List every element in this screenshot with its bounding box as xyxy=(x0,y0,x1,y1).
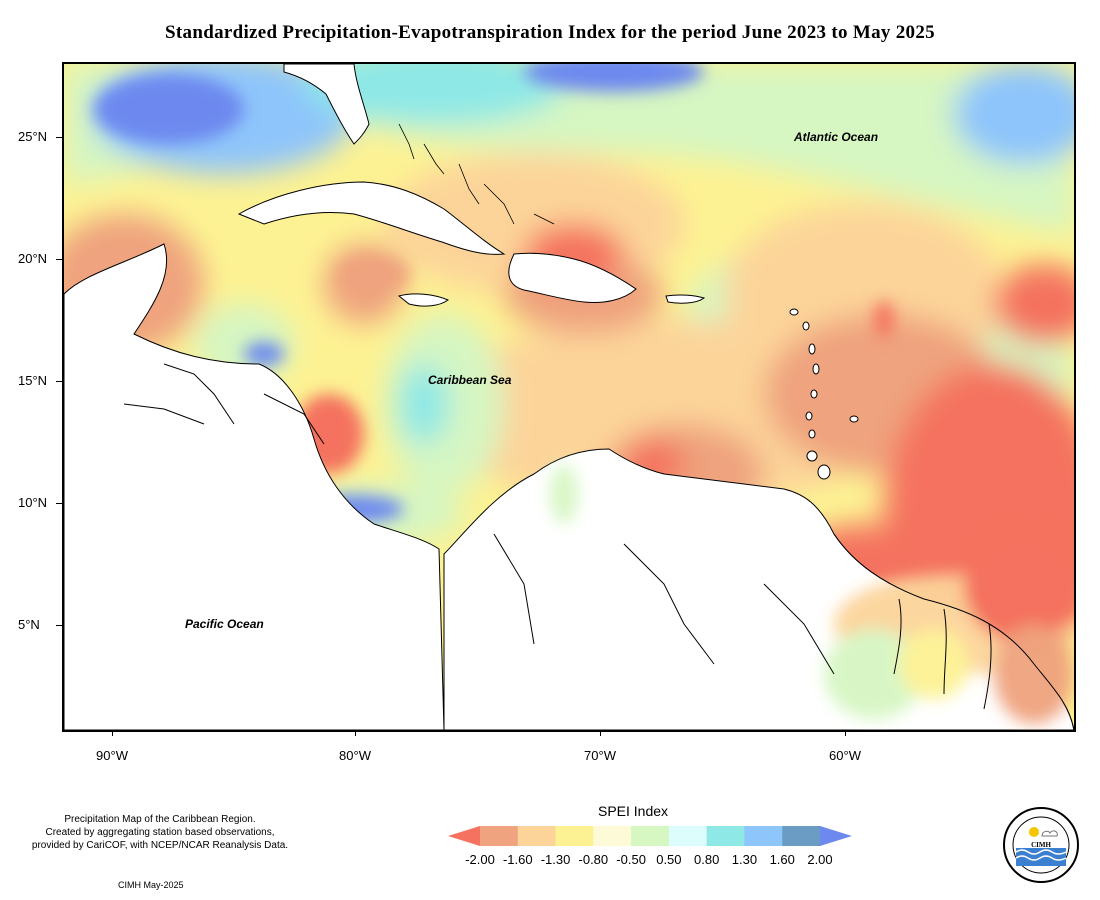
lat-tick xyxy=(56,381,62,382)
cloud-icon xyxy=(1041,830,1058,837)
lat-tick xyxy=(56,137,62,138)
credit-line: Created by aggregating station based obs… xyxy=(45,827,275,838)
lon-label-60: 60°W xyxy=(829,748,861,763)
bahamas xyxy=(398,123,555,225)
legend-swatch xyxy=(480,826,519,846)
legend-tick-label: -0.50 xyxy=(616,852,646,867)
central-america xyxy=(64,243,445,730)
legend-swatch xyxy=(517,826,557,846)
guiana-field xyxy=(550,464,1074,724)
puerto-rico xyxy=(665,294,706,304)
lon-tick xyxy=(112,730,113,736)
legend-tick-label: -2.00 xyxy=(465,852,495,867)
spei-map xyxy=(62,62,1076,732)
sun-icon xyxy=(1029,827,1039,837)
lon-tick xyxy=(600,730,601,736)
legend-swatch xyxy=(593,826,632,846)
legend-tick-label: 1.60 xyxy=(769,852,795,867)
pacific-ocean-label: Pacific Ocean xyxy=(185,617,264,631)
legend-swatch xyxy=(668,826,708,846)
florida xyxy=(283,64,370,145)
lesser-antilles xyxy=(789,308,859,480)
borders xyxy=(123,363,1074,730)
legend-colorbar-svg xyxy=(448,826,852,846)
lon-tick xyxy=(845,730,846,736)
legend-swatch xyxy=(744,826,783,846)
legend-swatch xyxy=(782,826,821,846)
lat-label-15: 15°N xyxy=(18,373,48,388)
legend-tick-label: 1.30 xyxy=(731,852,758,867)
legend-arrow-low xyxy=(448,826,480,846)
legend-tick-label: 2.00 xyxy=(807,852,833,867)
legend-tick-label: 0.50 xyxy=(656,852,682,867)
cimh-logo: CIMH xyxy=(1002,806,1080,884)
credit-line: provided by CariCOF, with NCEP/NCAR Rean… xyxy=(31,840,289,851)
logo-name: CIMH xyxy=(1031,841,1051,849)
legend-title: SPEI Index xyxy=(598,803,669,819)
legend-colorbar xyxy=(448,826,852,846)
lon-label-70: 70°W xyxy=(584,748,616,763)
credit-line: Precipitation Map of the Caribbean Regio… xyxy=(64,814,256,825)
map-title: Standardized Precipitation-Evapotranspir… xyxy=(165,22,935,43)
legend-arrow-high xyxy=(820,826,852,846)
caribbean-sea-label: Caribbean Sea xyxy=(428,373,512,387)
atlantic-ocean-label: Atlantic Ocean xyxy=(794,130,879,144)
lat-tick xyxy=(56,259,62,260)
legend-tick-label: -0.80 xyxy=(578,852,609,867)
cimh-logo-svg: CIMH xyxy=(1003,807,1079,883)
lat-label-10: 10°N xyxy=(18,495,48,510)
spei-map-svg xyxy=(64,64,1074,730)
lon-label-80: 80°W xyxy=(339,748,371,763)
legend-swatch xyxy=(631,826,670,846)
credit-date: CIMH May-2025 xyxy=(118,880,184,890)
lat-label-5: 5°N xyxy=(18,617,40,632)
legend-tick-label: -1.30 xyxy=(540,852,571,867)
legend-swatch xyxy=(706,826,745,846)
lat-tick xyxy=(56,503,62,504)
lon-tick xyxy=(355,730,356,736)
credit-text: Precipitation Map of the Caribbean Regio… xyxy=(10,813,310,852)
lat-label-20: 20°N xyxy=(18,251,48,266)
legend-swatch xyxy=(555,826,594,846)
jamaica xyxy=(397,293,449,307)
legend-tick-label: 0.80 xyxy=(694,852,720,867)
legend-tick-label: -1.60 xyxy=(502,852,533,867)
lat-label-25: 25°N xyxy=(18,129,48,144)
lon-label-90: 90°W xyxy=(96,748,128,763)
lat-tick xyxy=(56,625,62,626)
hispaniola xyxy=(508,252,637,303)
cuba xyxy=(237,181,506,255)
